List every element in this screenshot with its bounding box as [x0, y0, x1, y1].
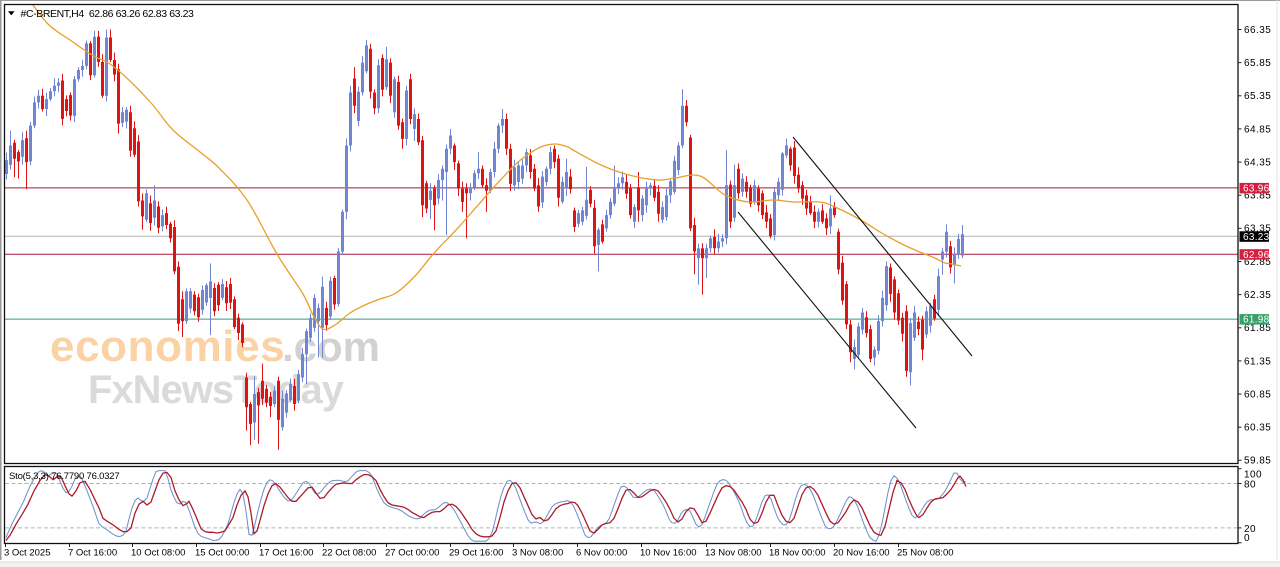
svg-text:3 Nov 08:00: 3 Nov 08:00	[512, 548, 563, 559]
svg-text:20 Nov 16:00: 20 Nov 16:00	[833, 548, 890, 559]
svg-text:7 Oct 16:00: 7 Oct 16:00	[68, 548, 117, 559]
svg-text:29 Oct 16:00: 29 Oct 16:00	[449, 548, 503, 559]
svg-text:20: 20	[1244, 524, 1256, 535]
svg-text:65.85: 65.85	[1244, 58, 1271, 69]
svg-text:Sto(5,3,3) 76.7790 76.0327: Sto(5,3,3) 76.7790 76.0327	[9, 471, 119, 482]
svg-text:63.35: 63.35	[1244, 224, 1271, 235]
svg-text:64.85: 64.85	[1244, 124, 1271, 135]
svg-text:.com: .com	[282, 323, 380, 370]
svg-text:62.35: 62.35	[1244, 290, 1271, 301]
svg-text:61.98: 61.98	[1243, 315, 1270, 326]
svg-text:#C-BRENT,H4 62.86 63.26 62.83: #C-BRENT,H4 62.86 63.26 62.83 63.23	[21, 8, 195, 20]
svg-text:25 Nov 08:00: 25 Nov 08:00	[897, 548, 954, 559]
svg-text:economies: economies	[50, 322, 285, 371]
svg-text:60.85: 60.85	[1244, 389, 1271, 400]
svg-text:27 Oct 00:00: 27 Oct 00:00	[385, 548, 439, 559]
svg-text:63.96: 63.96	[1243, 184, 1270, 195]
svg-text:22 Oct 08:00: 22 Oct 08:00	[322, 548, 376, 559]
svg-text:0: 0	[1244, 533, 1250, 544]
svg-text:59.85: 59.85	[1244, 456, 1271, 467]
svg-text:61.85: 61.85	[1244, 323, 1271, 334]
svg-text:62.85: 62.85	[1244, 257, 1271, 268]
svg-text:65.35: 65.35	[1244, 91, 1271, 102]
svg-text:66.35: 66.35	[1244, 25, 1271, 36]
svg-text:15 Oct 00:00: 15 Oct 00:00	[195, 548, 249, 559]
svg-text:80: 80	[1244, 479, 1256, 490]
svg-text:13 Nov 08:00: 13 Nov 08:00	[705, 548, 762, 559]
svg-text:17 Oct 16:00: 17 Oct 16:00	[259, 548, 313, 559]
svg-text:63.23: 63.23	[1243, 232, 1270, 243]
svg-text:61.35: 61.35	[1244, 356, 1271, 367]
svg-text:10 Oct 08:00: 10 Oct 08:00	[131, 548, 185, 559]
svg-text:60.35: 60.35	[1244, 423, 1271, 434]
svg-text:62.96: 62.96	[1243, 250, 1270, 261]
svg-text:100: 100	[1244, 469, 1262, 480]
svg-text:3 Oct 2025: 3 Oct 2025	[4, 548, 50, 559]
svg-text:63.85: 63.85	[1244, 191, 1271, 202]
svg-text:18 Nov 00:00: 18 Nov 00:00	[769, 548, 826, 559]
svg-text:6 Nov 00:00: 6 Nov 00:00	[576, 548, 627, 559]
svg-text:10 Nov 16:00: 10 Nov 16:00	[640, 548, 697, 559]
svg-text:64.35: 64.35	[1244, 158, 1271, 169]
